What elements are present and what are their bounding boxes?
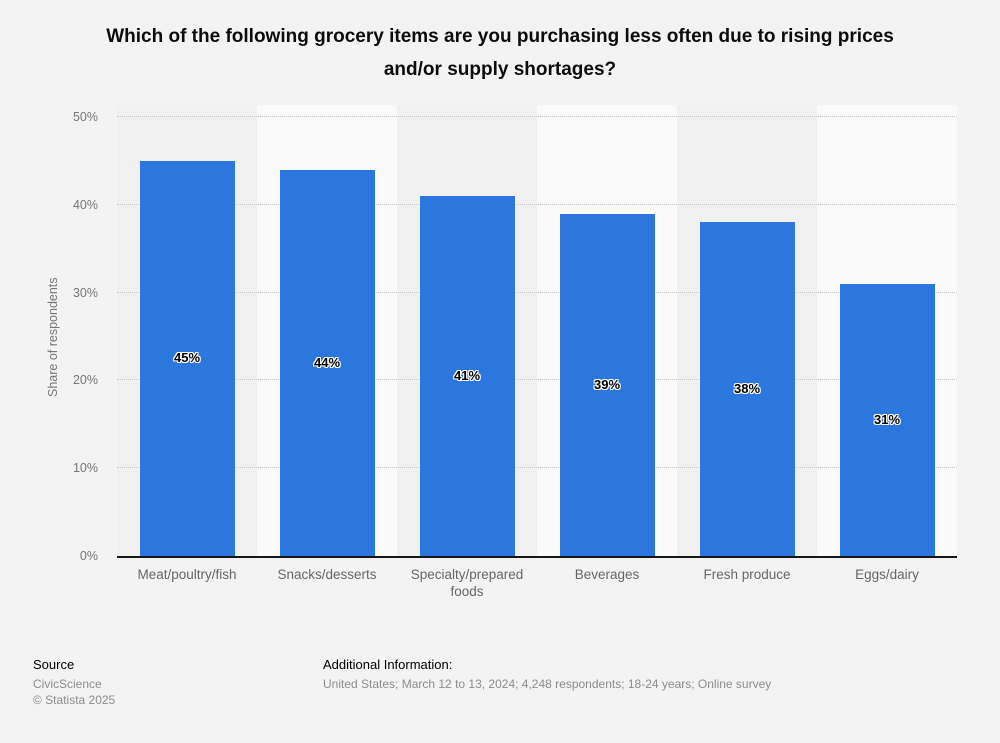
category-label: Beverages (574, 567, 640, 582)
bar-value-label: 38% (733, 381, 761, 397)
bar-value-label: 31% (873, 411, 901, 427)
additional-info-label: Additional Information: (323, 657, 453, 672)
y-tick-label: 40% (72, 197, 98, 212)
bar (839, 283, 935, 556)
y-tick-label: 10% (72, 461, 98, 476)
gridline (117, 467, 957, 469)
y-tick-label: 20% (72, 373, 98, 388)
bar-value-label: 41% (453, 368, 481, 384)
plot-area: 45% 44% 41% 39% 38% 31% (117, 105, 957, 558)
footer-source-block: Source CivicScience © Statista 2025 (33, 657, 293, 708)
bar-value-label: 39% (593, 376, 621, 392)
category-label: Meat/poultry/fish (137, 567, 237, 582)
bar (699, 222, 795, 556)
y-axis-ticks: 0% 10% 20% 30% 40% 50% (0, 105, 98, 563)
bar (419, 196, 515, 556)
gridline (117, 116, 957, 117)
bar (139, 160, 235, 556)
x-axis-labels: Meat/poultry/fish Snacks/desserts Specialt… (117, 566, 957, 606)
gridline (117, 291, 957, 293)
y-tick-label: 0% (79, 549, 98, 563)
category-label: Snacks/desserts (277, 567, 377, 582)
category-label: Eggs/dairy (855, 567, 919, 582)
bar (559, 213, 655, 556)
y-tick-label: 30% (72, 285, 98, 300)
bar-value-label: 44% (313, 354, 341, 370)
copyright-notice: © Statista 2025 (33, 692, 116, 707)
category-label: Fresh produce (703, 567, 791, 582)
source-value: CivicScience (33, 677, 102, 691)
chart-title: Which of the following grocery items are… (106, 26, 894, 80)
additional-info-value: United States; March 12 to 13, 2024; 4,2… (323, 677, 772, 691)
source-label: Source (33, 657, 75, 672)
gridline (117, 203, 957, 205)
category-label: Specialty/prepared foods (410, 567, 524, 599)
gridline (117, 379, 957, 381)
bar-value-label: 45% (173, 350, 201, 366)
bar (279, 169, 375, 556)
y-tick-label: 50% (72, 110, 98, 124)
footer-additional-block: Additional Information: United States; M… (323, 657, 963, 693)
